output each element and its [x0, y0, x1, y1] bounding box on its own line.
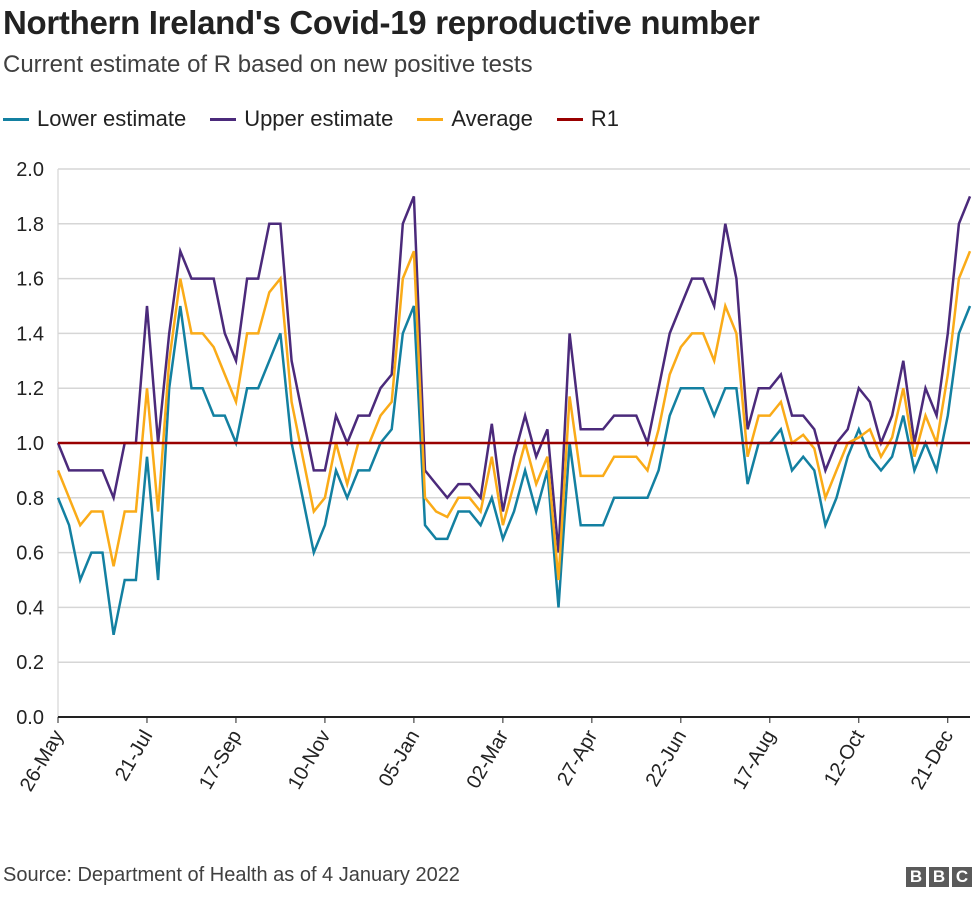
legend: Lower estimate Upper estimate Average R1 [3, 106, 643, 132]
y-tick-label: 0.6 [16, 543, 44, 565]
x-tick-label: 22-Jun [642, 727, 692, 791]
legend-label: Average [451, 106, 533, 131]
x-tick-label: 17-Sep [195, 727, 246, 794]
upper-estimate-line [56, 195, 972, 553]
y-tick-label: 1.6 [16, 269, 44, 291]
legend-label: Upper estimate [244, 106, 394, 131]
x-tick-label: 21-Dec [907, 727, 958, 794]
y-tick-label: 1.2 [16, 378, 44, 400]
x-tick-label: 27-Apr [553, 726, 602, 789]
y-tick-label: 0.8 [16, 488, 44, 510]
legend-item-average: Average [417, 106, 533, 132]
legend-swatch [3, 117, 29, 121]
legend-swatch [556, 117, 583, 121]
y-tick-label: 0.2 [16, 652, 44, 674]
x-tick-label: 17-Aug [729, 727, 780, 794]
x-tick-label: 12-Oct [820, 726, 869, 789]
legend-swatch [417, 117, 444, 121]
y-tick-label: 1.4 [16, 323, 44, 345]
legend-item-r1: R1 [556, 106, 620, 132]
y-tick-label: 1.0 [16, 433, 44, 455]
y-tick-label: 2.0 [16, 159, 44, 181]
chart-title: Northern Ireland's Covid-19 reproductive… [3, 4, 760, 41]
y-tick-label: 0.4 [16, 597, 44, 619]
legend-label: Lower estimate [37, 106, 187, 131]
x-tick-label: 26-May [16, 727, 68, 796]
legend-swatch [210, 117, 237, 121]
x-tick-label: 05-Jan [375, 727, 425, 791]
x-tick-label: 21-Jul [111, 727, 157, 785]
lower-estimate-line [56, 305, 972, 636]
legend-item-upper: Upper estimate [210, 106, 393, 132]
y-tick-label: 0.0 [16, 707, 44, 729]
average-line [56, 250, 972, 581]
legend-item-lower: Lower estimate [3, 106, 186, 132]
y-tick-label: 1.8 [16, 214, 44, 236]
legend-label: R1 [590, 106, 620, 131]
source-note: Source: Department of Health as of 4 Jan… [3, 864, 460, 886]
x-tick-label: 02-Mar [462, 726, 513, 792]
chart-subtitle: Current estimate of R based on new posit… [3, 51, 533, 78]
x-tick-label: 10-Nov [284, 727, 335, 794]
